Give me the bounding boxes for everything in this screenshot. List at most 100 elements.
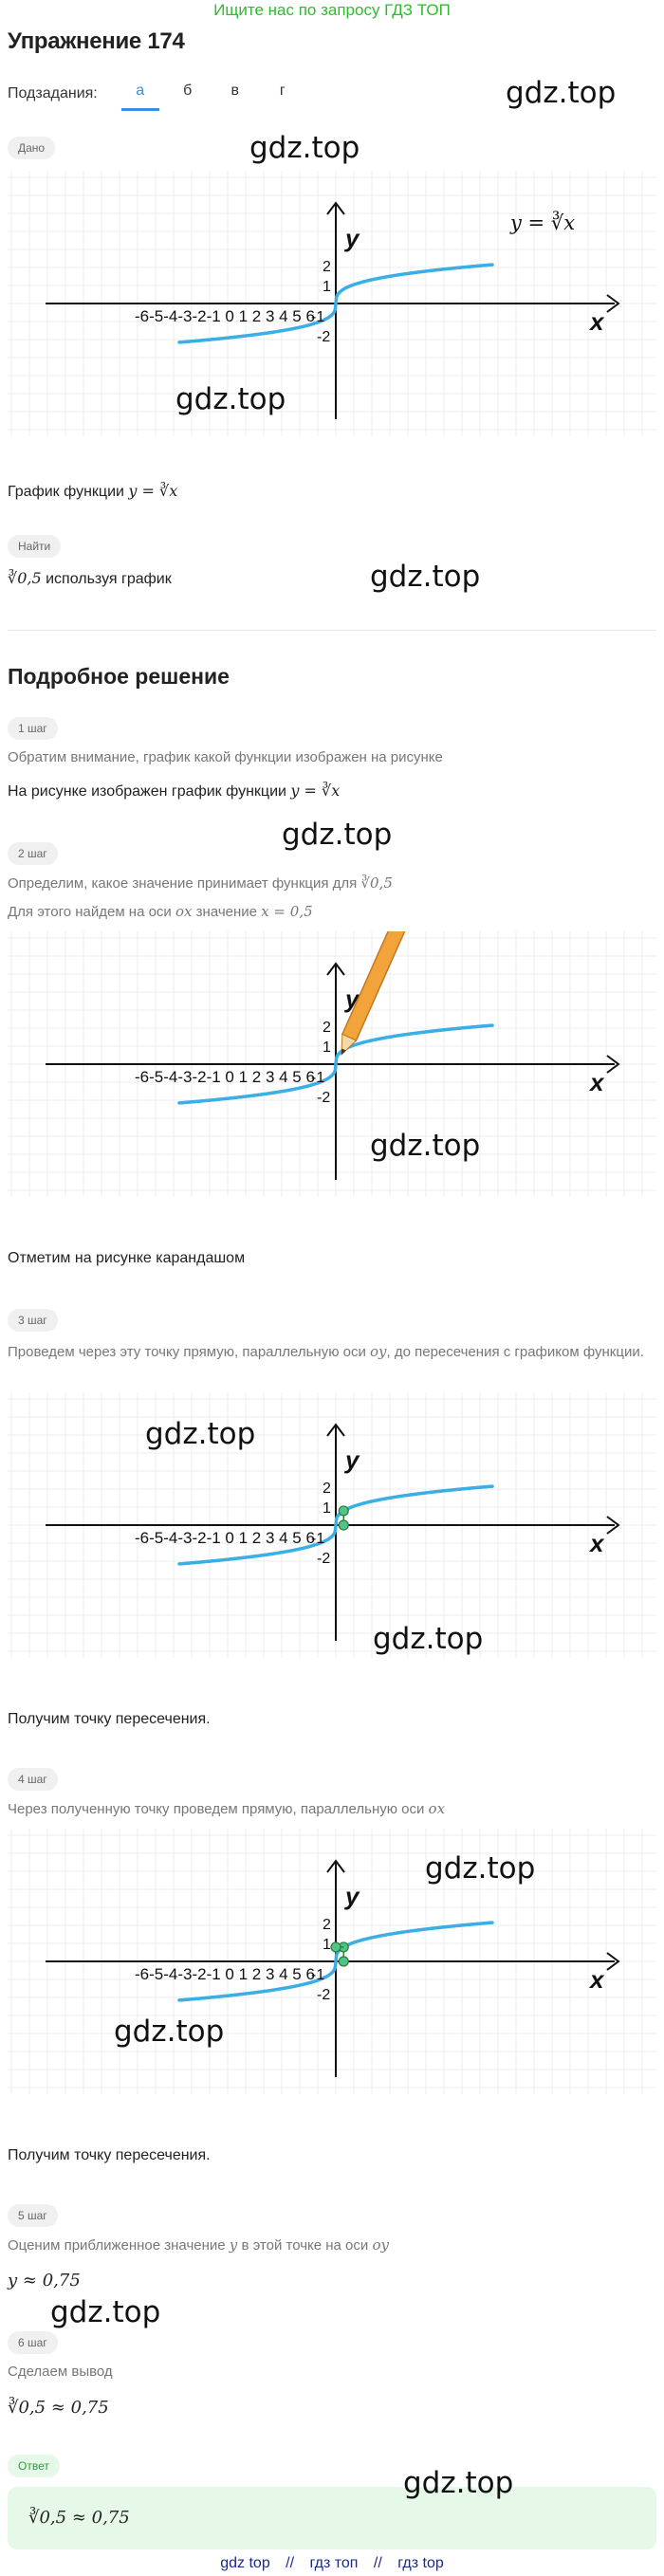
step-hint-axis: oy xyxy=(372,2236,389,2254)
x-tick-labels: -6-5-4-3-2-1 0 1 2 3 4 5 6 xyxy=(135,1068,315,1086)
y-tick-label: -1 xyxy=(311,1967,324,1983)
watermark: gdz.top xyxy=(249,131,360,165)
page-title: Упражнение 174 xyxy=(8,28,185,54)
step-hint-2: Для этого найдем на оси ox значение x = … xyxy=(8,903,313,920)
watermark: gdz.top xyxy=(506,76,617,110)
step-hint: Через полученную точку проведем прямую, … xyxy=(8,1800,445,1817)
find-text: ∛0,5 используя график xyxy=(8,569,172,588)
x-axis-arrow xyxy=(606,1055,620,1074)
curve-label: y = ∛x xyxy=(509,211,575,234)
x-axis-arrow xyxy=(606,1516,620,1535)
watermark: gdz.top xyxy=(403,2466,514,2500)
step-hint-end: , до пересечения с графиком функции. xyxy=(386,1344,644,1360)
cube-root-curve xyxy=(177,1484,494,1566)
watermark: gdz.top xyxy=(373,1622,484,1656)
step-hint-body: Определим, какое значение принимает функ… xyxy=(8,875,358,892)
step-hint-2-body: Для этого найдем на оси xyxy=(8,904,172,920)
y-axis-arrow xyxy=(326,1859,345,1873)
search-banner[interactable]: Ищите нас по запросу ГДЗ ТОП xyxy=(213,1,451,19)
x-axis-label: x xyxy=(588,1965,605,1994)
step-chip: 5 шаг xyxy=(8,2204,58,2227)
footer-links: gdz top // гдз топ // гдз top xyxy=(0,2555,664,2572)
pencil-tip xyxy=(341,1033,358,1057)
x-tick-labels: -6-5-4-3-2-1 0 1 2 3 4 5 6 xyxy=(135,307,315,325)
x-axis-arrow xyxy=(606,1952,620,1971)
step-hint-2-axis: ox xyxy=(175,903,193,920)
footer-link[interactable]: гдз top xyxy=(397,2555,444,2571)
y-tick-label: -1 xyxy=(311,309,324,325)
intersection-marker xyxy=(338,1505,349,1517)
watermark: gdz.top xyxy=(145,1417,256,1451)
solution-heading: Подробное решение xyxy=(8,664,230,689)
subtasks-nav: Подзадания: а б в г xyxy=(8,80,306,111)
watermark: gdz.top xyxy=(425,1851,536,1886)
pencil-lead xyxy=(341,1048,346,1055)
divider xyxy=(8,630,656,631)
step-chip: 4 шаг xyxy=(8,1768,58,1791)
x-axis-label: x xyxy=(588,1529,605,1557)
watermark: gdz.top xyxy=(282,818,393,852)
watermark: gdz.top xyxy=(50,2295,161,2329)
step-hint-body: Проведем через эту точку прямую, паралле… xyxy=(8,1344,366,1360)
footer-separator: // xyxy=(286,2555,295,2571)
x-axis-label: x xyxy=(588,307,605,336)
tab-subtask-v[interactable]: в xyxy=(231,83,239,99)
step-hint: Сделаем вывод xyxy=(8,2364,113,2380)
graph-step-2: -6-5-4-3-2-1 0 1 2 3 4 5 6 2 1 -1 -2 x y xyxy=(8,931,656,1197)
cube-root-curve xyxy=(177,1023,494,1105)
step-hint: Обратим внимание, график какой функции и… xyxy=(8,749,443,765)
y-axis-arrow xyxy=(326,201,345,215)
y-tick-label: 1 xyxy=(323,1937,331,1953)
answer-formula: ∛0,5 ≈ 0,75 xyxy=(28,2508,130,2528)
x-point-marker xyxy=(338,1519,349,1531)
step-chip: 3 шаг xyxy=(8,1309,58,1332)
step-text: Получим точку пересечения. xyxy=(8,2147,211,2163)
step-chip: 6 шаг xyxy=(8,2331,58,2354)
cube-root-graph: -6-5-4-3-2-1 0 1 2 3 4 5 621-1-2xy xyxy=(8,1392,656,1658)
graph-step-3: -6-5-4-3-2-1 0 1 2 3 4 5 6 2 1 -1 -2 x y xyxy=(8,1392,656,1658)
step-hint-2-mid: значение xyxy=(195,904,258,920)
x-point-marker xyxy=(338,1956,349,1967)
cube-root-graph: -6-5-4-3-2-1 0 1 2 3 4 5 621-1-2xy xyxy=(8,931,656,1197)
watermark: gdz.top xyxy=(175,382,286,416)
answer-box: ∛0,5 ≈ 0,75 xyxy=(8,2487,656,2549)
step-hint-2-formula: x = 0,5 xyxy=(261,903,313,920)
tab-subtask-b[interactable]: б xyxy=(183,83,193,99)
graph-step-4: -6-5-4-3-2-1 0 1 2 3 4 5 6 2 1 -1 -2 x y xyxy=(8,1829,656,2094)
tab-subtask-a[interactable]: а xyxy=(117,83,164,111)
y-tick-label: -1 xyxy=(311,1531,324,1547)
step-hint: Проведем через эту точку прямую, паралле… xyxy=(8,1341,656,1363)
y-axis-label: y xyxy=(343,224,360,252)
footer-link[interactable]: гдз топ xyxy=(309,2555,359,2571)
tab-subtask-g[interactable]: г xyxy=(279,83,286,99)
find-text-suffix: используя график xyxy=(46,571,172,587)
find-chip: Найти xyxy=(8,535,62,558)
step-text-body: На рисунке изображен график функции xyxy=(8,783,286,800)
step-hint-axis: oy xyxy=(370,1343,387,1360)
step-hint: Оценим приближенное значение y в этой то… xyxy=(8,2236,389,2254)
y-axis-label: y xyxy=(343,1445,360,1474)
footer-link[interactable]: gdz top xyxy=(220,2555,270,2571)
step-text: На рисунке изображен график функции y = … xyxy=(8,782,340,800)
step-chip: 1 шаг xyxy=(8,717,58,740)
footer-separator: // xyxy=(373,2555,382,2571)
step-formula: y ≈ 0,75 xyxy=(8,2271,81,2291)
watermark: gdz.top xyxy=(370,560,481,594)
y-tick-label: 1 xyxy=(323,279,331,295)
y-axis-arrow xyxy=(326,1423,345,1437)
y-tick-label: -2 xyxy=(317,1551,330,1567)
cube-root-curve xyxy=(177,263,494,344)
find-formula: ∛0,5 xyxy=(8,569,42,587)
answer-chip: Ответ xyxy=(8,2455,60,2477)
y-tick-label: 2 xyxy=(323,1481,331,1497)
y-tick-label: 2 xyxy=(323,1917,331,1933)
x-tick-labels: -6-5-4-3-2-1 0 1 2 3 4 5 6 xyxy=(135,1529,315,1547)
step-hint-formula: ∛0,5 xyxy=(360,874,393,892)
step-hint-axis: ox xyxy=(428,1800,446,1817)
cube-root-graph: -6-5-4-3-2-1 0 1 2 3 4 5 6 2 1 -1 -2 x y y = ∛x xyxy=(8,171,656,436)
step-formula: ∛0,5 ≈ 0,75 xyxy=(8,2398,109,2418)
subtasks-label: Подзадания: xyxy=(8,85,98,101)
y-tick-label: 2 xyxy=(323,259,331,275)
y-tick-label: 1 xyxy=(323,1040,331,1056)
pencil-icon xyxy=(341,931,412,1057)
